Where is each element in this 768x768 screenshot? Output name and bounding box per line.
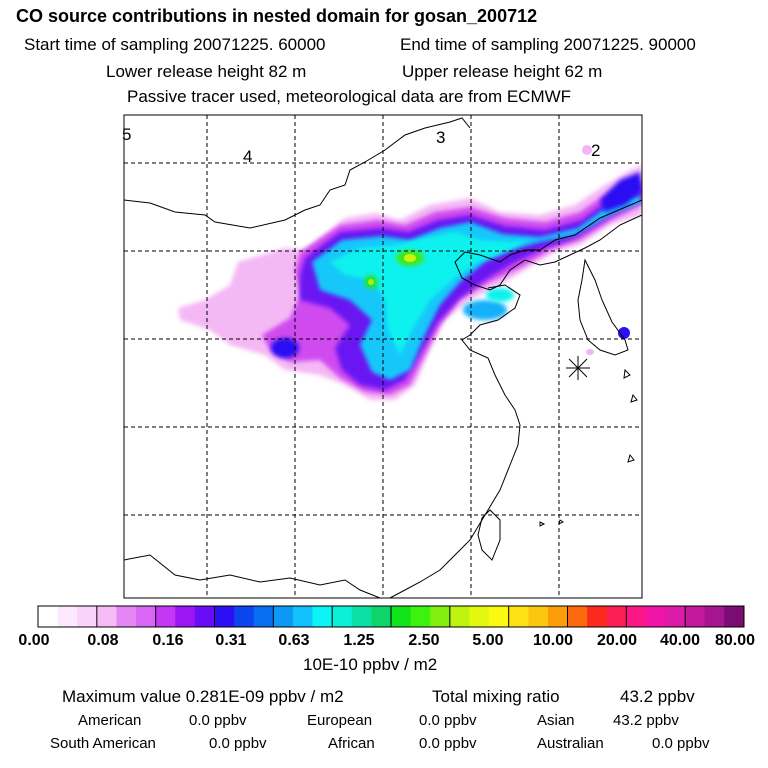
colorbar-tick-label: 5.00	[472, 632, 504, 649]
colorbar-cell	[587, 606, 608, 627]
colorbar-tick-label: 2.50	[408, 632, 440, 649]
region-value: 0.0 ppbv	[209, 735, 267, 752]
grid-label: 3	[436, 128, 445, 147]
coast-bohai	[454, 199, 642, 291]
colorbar-cell	[645, 606, 667, 627]
border-mongolia	[124, 117, 471, 229]
colorbar-cell	[410, 606, 431, 627]
grid-label: 5	[122, 125, 131, 144]
border-southwest	[124, 554, 381, 598]
region-name: American	[78, 712, 142, 729]
colorbar-cell	[606, 606, 627, 627]
tracer-note: Passive tracer used, meteorological data…	[127, 87, 572, 106]
colorbar-cell	[57, 606, 78, 627]
colorbar-cell	[665, 606, 686, 627]
total-mixing-value: 43.2 ppbv	[620, 687, 695, 706]
colorbar-cell	[273, 606, 294, 627]
colorbar-cell	[136, 606, 157, 627]
colorbar-cell	[704, 606, 725, 627]
colorbar-cell	[489, 606, 510, 627]
hotspot-secondary-core	[368, 279, 374, 285]
region-value: 0.0 ppbv	[419, 735, 477, 752]
colorbar-cell	[77, 606, 98, 627]
colorbar-cell	[312, 606, 333, 627]
colorbar-cell	[685, 606, 706, 627]
colorbar-cell	[175, 606, 196, 627]
colorbar-tick-label: 0.00	[18, 632, 50, 649]
grid-label: 2	[591, 141, 600, 160]
colorbar-tick-label: 40.00	[659, 632, 701, 649]
colorbar-cell	[371, 606, 392, 627]
plume-north-blob	[582, 145, 592, 155]
colorbar	[37, 605, 745, 628]
colorbar-cell	[528, 606, 549, 627]
region-name: Asian	[537, 712, 575, 729]
colorbar-tick-label: 0.31	[215, 632, 247, 649]
map-frame	[123, 114, 643, 599]
region-name: African	[328, 735, 375, 752]
colorbar-tick-label: 0.16	[152, 632, 184, 649]
colorbar-frame	[37, 605, 745, 628]
colorbar-cell	[96, 606, 117, 627]
plume-northeast	[600, 172, 642, 212]
coastlines	[124, 117, 642, 598]
colorbar-units: 10E-10 ppbv / m2	[303, 655, 438, 674]
islands	[539, 368, 638, 527]
coast-korea	[577, 258, 629, 356]
colorbar-cell	[449, 606, 470, 627]
colorbar-cell	[430, 606, 451, 627]
colorbar-tick-label: 80.00	[714, 632, 756, 649]
coast-taiwan	[477, 509, 501, 561]
region-value: 0.0 ppbv	[652, 735, 710, 752]
colorbar-cells	[38, 606, 745, 627]
colorbar-cell	[116, 606, 137, 627]
colorbar-tick-label: 0.63	[278, 632, 310, 649]
coast-east-china	[389, 284, 521, 598]
colorbar-cell	[253, 606, 274, 627]
colorbar-tick-label: 20.00	[596, 632, 638, 649]
start-time-label: Start time of sampling 20071225. 60000	[24, 35, 326, 54]
colorbar-cell	[567, 606, 588, 627]
colorbar-cell	[214, 606, 235, 627]
max-value-label: Maximum value 0.281E-09 ppbv / m2	[62, 687, 344, 706]
region-value: 0.0 ppbv	[419, 712, 477, 729]
colorbar-cell	[626, 606, 647, 627]
upper-height-label: Upper release height 62 m	[402, 62, 603, 81]
plume-cyan-inner	[330, 232, 530, 355]
plume-east-blob	[586, 349, 594, 355]
region-value: 43.2 ppbv	[613, 712, 679, 729]
colorbar-cell	[38, 606, 59, 627]
region-name: Australian	[537, 735, 604, 752]
colorbar-cell	[469, 606, 490, 627]
plume-korea-blob	[618, 327, 630, 339]
star-icon	[566, 356, 590, 380]
region-name: South American	[50, 735, 156, 752]
colorbar-cell	[234, 606, 255, 627]
colorbar-cell	[508, 606, 529, 627]
colorbar-cell	[724, 606, 745, 627]
colorbar-tick-label: 10.00	[532, 632, 574, 649]
colorbar-tick-label: 1.25	[343, 632, 375, 649]
colorbar-cell	[155, 606, 176, 627]
colorbar-cell	[332, 606, 353, 627]
colorbar-tick-label: 0.08	[87, 632, 119, 649]
plot-title: CO source contributions in nested domain…	[16, 6, 538, 26]
plume-peninsula-core	[486, 288, 514, 302]
colorbar-cell	[292, 606, 314, 627]
colorbar-cell	[194, 606, 215, 627]
map-grid	[124, 115, 642, 598]
plume-peninsula-blob	[463, 300, 507, 320]
plume-west-blob	[271, 338, 299, 358]
colorbar-cell	[391, 606, 412, 627]
colorbar-cell	[351, 606, 372, 627]
grid-label: 4	[243, 147, 252, 166]
colorbar-cell	[547, 606, 568, 627]
region-name: European	[307, 712, 373, 729]
lower-height-label: Lower release height 82 m	[106, 62, 307, 81]
end-time-label: End time of sampling 20071225. 90000	[400, 35, 696, 54]
total-mixing-label: Total mixing ratio	[432, 687, 560, 706]
hotspot-main-core	[404, 254, 416, 262]
region-value: 0.0 ppbv	[189, 712, 247, 729]
